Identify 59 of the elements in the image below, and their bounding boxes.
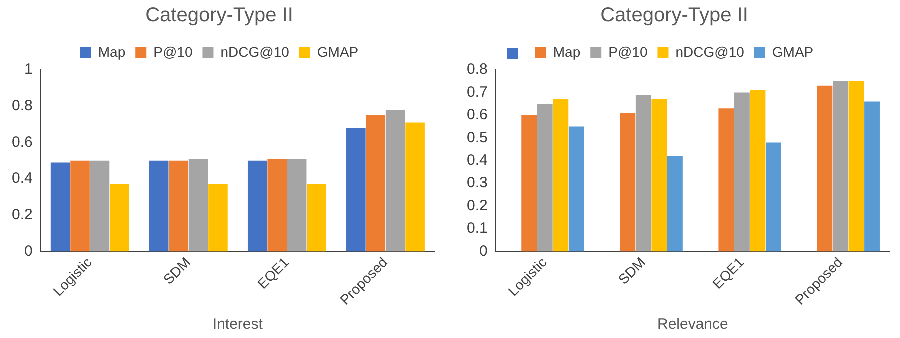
legend-label: nDCG@10 [220,44,290,60]
y-tick-label: 0 [480,242,488,260]
y-tick-label: 0.4 [12,170,33,188]
y-tick-label: 0.7 [466,84,488,101]
bar [750,90,766,252]
y-tick-label: 1 [24,61,33,78]
legend-label: P@10 [608,44,648,60]
bar [864,102,880,252]
y-tick-label: 0.8 [12,97,33,114]
bar [833,81,848,252]
y-tick-label: 0.6 [12,134,33,151]
y-tick-label: 0.6 [466,106,488,124]
y-tick-label: 0.1 [466,220,488,238]
legend-label: P@10 [154,44,193,60]
legend-label: GMAP [772,44,814,60]
bar [90,160,110,252]
bar [718,108,734,252]
bar [667,156,683,252]
bar [208,184,228,252]
bar [366,115,386,252]
legend-label: GMAP [317,44,359,60]
chart-title: Category-Type II [146,4,294,27]
bar [346,128,366,252]
y-tick-label: 0.2 [12,206,33,224]
legend-label: nDCG@10 [676,44,745,60]
x-axis-title: Interest [212,316,264,334]
bar [50,162,70,252]
bar [652,100,668,252]
bar [553,100,569,252]
legend-label: Map [98,44,126,60]
y-tick-label: 0.4 [466,152,488,170]
y-tick-label: 0.5 [466,129,488,146]
bar [568,126,584,252]
bar [248,160,268,252]
bar [734,92,750,252]
bar [307,184,326,252]
bar [386,110,406,252]
bar [70,160,90,252]
bar [522,115,538,252]
y-tick-label: 0.3 [466,174,488,192]
bar [848,81,864,252]
bar [188,159,208,252]
bar [620,113,636,252]
bar [406,122,425,252]
x-axis-title: Relevance [657,316,728,334]
bar [268,159,287,252]
bar [766,142,782,252]
bar [110,184,130,252]
bar [169,160,188,252]
y-tick-label: 0 [24,242,33,260]
bar [287,159,307,252]
y-tick-label: 0.8 [466,61,488,78]
y-tick-label: 0.2 [466,197,488,214]
bar [817,86,833,252]
bar [537,104,553,252]
bar [636,94,652,252]
chart-title: Category-Type II [600,4,748,27]
bar [149,160,169,252]
legend-label: Map [553,44,581,60]
